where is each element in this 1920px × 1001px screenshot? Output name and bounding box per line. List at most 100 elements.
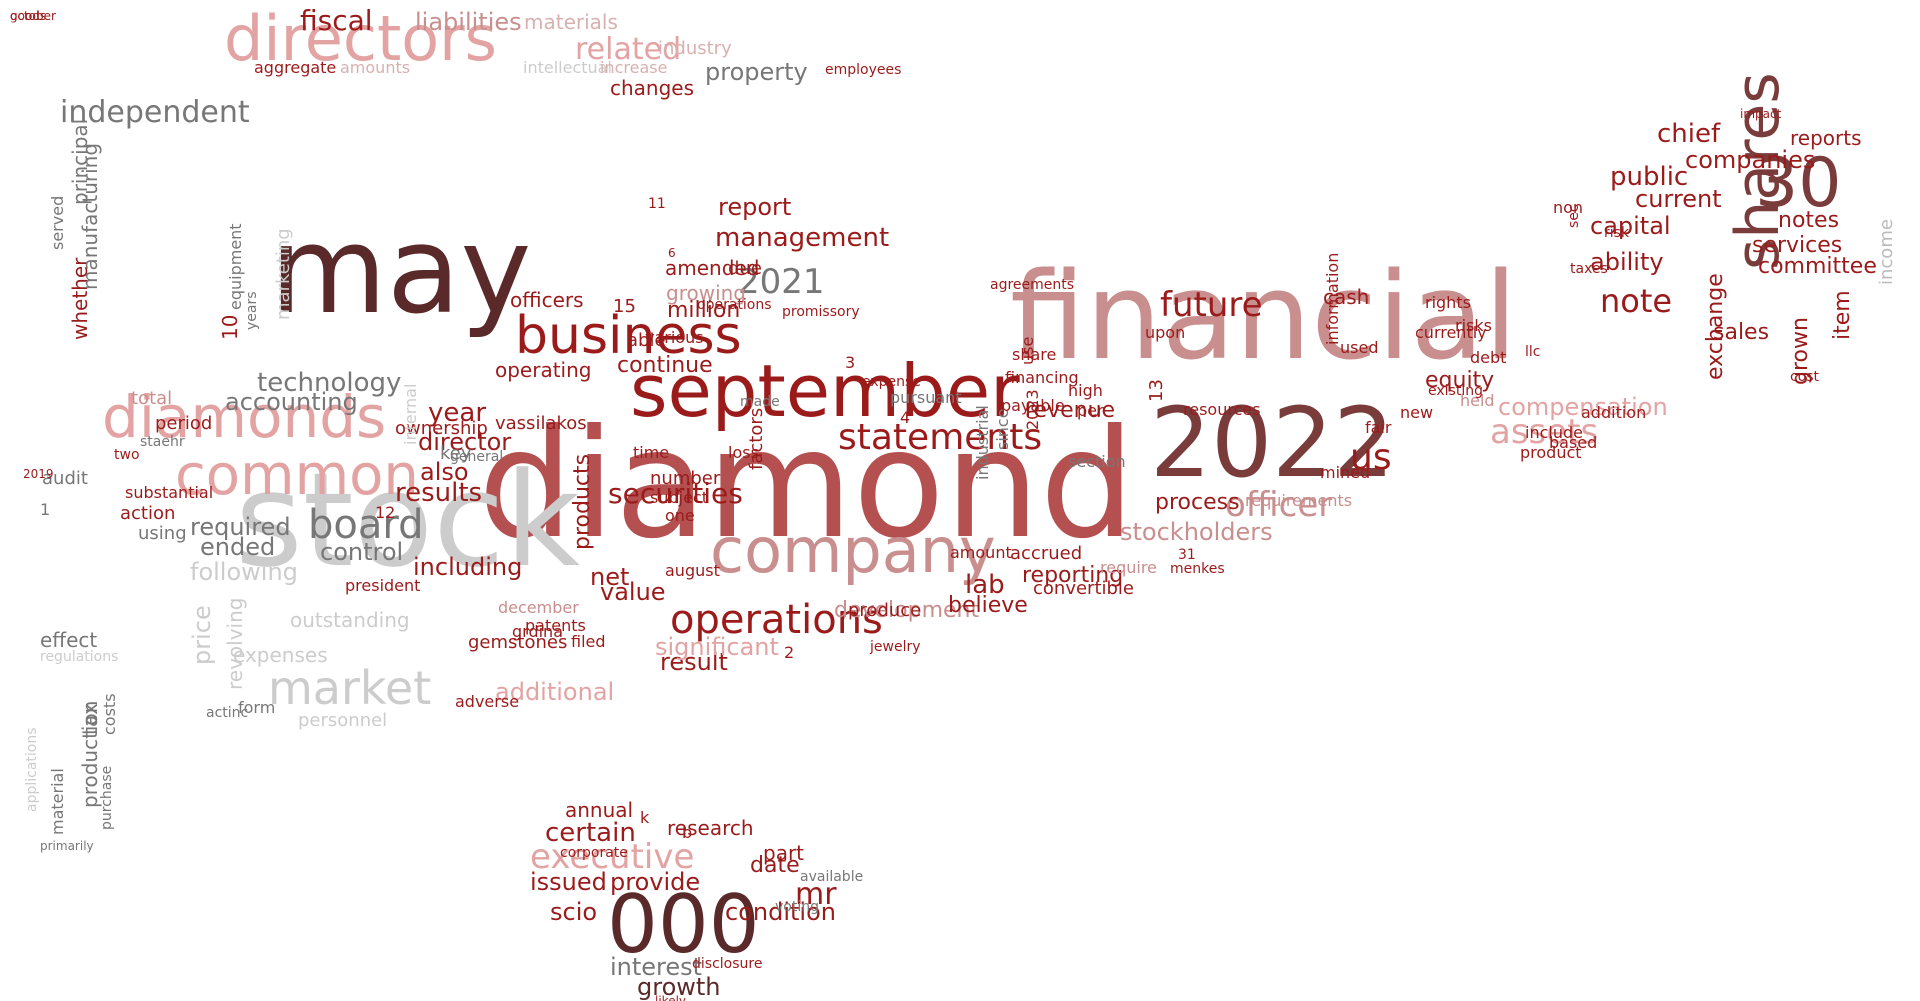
word-produce: produce [848,600,922,621]
word-requirements: requirements [1245,491,1353,510]
word-result: result [660,648,728,676]
word-board: board [308,502,424,548]
word-equipment: equipment [226,223,245,310]
word-significant: significant [655,633,779,661]
word-grdina: grdina [512,622,563,641]
word-fiscal: fiscal [300,4,373,37]
word-taxes: taxes [1570,261,1608,277]
word-2019: 2019 [23,467,54,481]
word-addition: addition [1581,403,1647,422]
word-certain: certain [545,818,636,848]
word-llc: llc [1525,344,1541,360]
word-include: include [1525,423,1583,442]
word-purchase: purchase [99,765,115,830]
word-assets: assets [1490,412,1599,452]
word-aggregate: aggregate [254,58,337,77]
word-may: may [270,202,532,341]
word-action: action [120,503,176,524]
word-product: product [1520,443,1582,462]
word-sec: sec [1566,204,1582,228]
word-independent: independent [60,95,250,130]
word-current: current [1635,185,1722,213]
word-12: 12 [375,503,396,522]
word-production: production [78,700,102,808]
word-b: b [682,823,693,842]
word-audit: audit [42,468,88,489]
word-require: require [1100,558,1157,577]
word-growing: growing [666,281,746,305]
word-compensation: compensation [1498,393,1668,421]
word-general: general [450,449,504,465]
word-million: million [667,298,741,323]
word-000: 000 [607,878,760,971]
word-diamond: diamond [478,398,1135,572]
word-december: december [498,598,579,617]
word-10: 10 [218,314,242,340]
word-provide: provide [610,868,701,896]
word-issued: issued [530,868,607,896]
word-products: products [570,453,595,550]
word-vassilakos: vassilakos [495,413,587,434]
word-substantial: substantial [125,483,214,502]
word-applications: applications [24,727,40,812]
word-available: available [800,869,864,885]
word-15: 15 [613,296,636,317]
word-materials: materials [524,10,618,34]
word-chief: chief [1657,119,1721,149]
word-mined: mined [1320,463,1371,482]
word-due: due [728,258,762,279]
word-continue: continue [617,353,713,378]
word-menkes: menkes [1170,561,1225,577]
word-11: 11 [648,196,666,212]
word-personnel: personnel [298,710,388,731]
word-president: president [345,576,421,595]
word-employees: employees [825,62,902,78]
word-agreements: agreements [990,277,1075,293]
word-price: price [188,605,216,665]
word-resources: resources [1183,400,1261,419]
word-internal: internal [401,383,420,445]
word-13: 13 [1146,379,1167,402]
word-capital: capital [1590,212,1671,240]
word-increase: increase [600,58,668,77]
word-stockholders: stockholders [1120,518,1273,546]
word-primarily: primarily [40,839,94,853]
word-control: control [320,538,404,566]
word-debt: debt [1470,348,1507,367]
word-required: required [190,513,291,541]
word-cost: cost [1790,369,1820,385]
word-rights: rights [1425,293,1471,312]
word-property: property [705,58,808,86]
word-process: process [1155,490,1240,515]
word-regulations: regulations [40,649,119,665]
word-able: able [627,330,666,351]
word-risks: risks [1455,316,1492,335]
word-cash: cash [1323,285,1370,309]
word-costs: costs [100,693,119,735]
word-per: per [1077,401,1104,420]
word-2: 2 [784,643,795,662]
word-total: total [131,388,173,409]
word-development: development [834,598,980,623]
word-principal: principal [68,118,92,205]
word-held: held [1460,391,1495,410]
word-section: section [1068,452,1126,471]
word-amended: amended [665,256,760,280]
word-services: services [1752,233,1843,258]
word-made: made [740,394,780,410]
word-likely: likely [655,994,687,1001]
word-jewelry: jewelry [870,639,921,655]
word-marketing: marketing [273,228,294,320]
word-form: form [238,698,276,717]
word-loss: loss [728,443,759,462]
word-note: note [1600,282,1673,320]
word-goods: goods [10,9,47,23]
word-report: report [718,193,792,221]
word-scio: scio [550,898,598,926]
word-accrued: accrued [1010,543,1083,564]
word-disclosure: disclosure [692,956,763,972]
word-august: august [665,561,720,580]
word-research: research [667,816,754,840]
word-september: september [630,349,1020,433]
word-management: management [715,223,890,253]
